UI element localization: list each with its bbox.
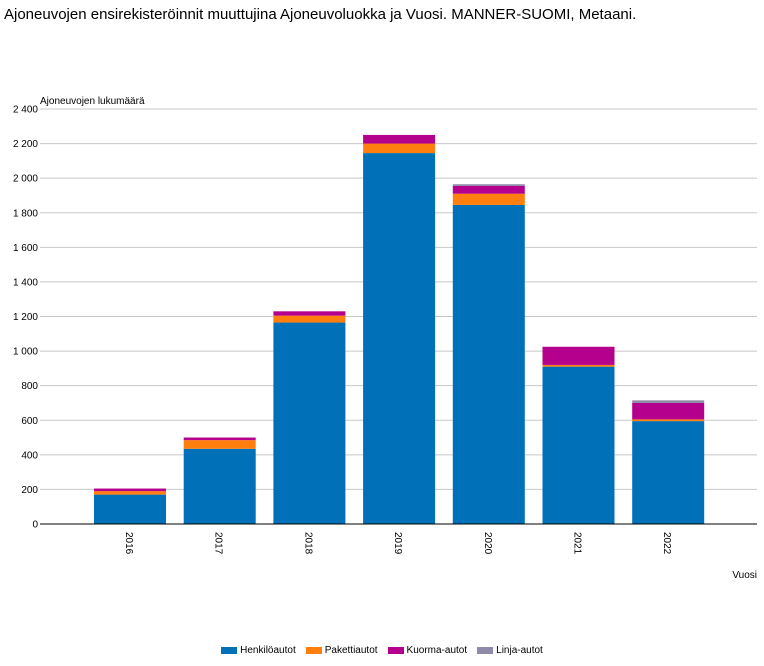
x-tick-label: 2018 [302,532,313,555]
y-tick-label: 1 200 [13,312,38,323]
x-tick-label: 2017 [213,532,224,555]
bar-linja-autot-2020 [452,184,525,186]
x-tick-label: 2022 [661,532,672,555]
x-axis-title: Vuosi [732,570,757,581]
legend-label: Henkilöautot [240,645,296,656]
bar-linja-autot-2022 [632,400,705,403]
bar-henkilöautot-2016 [94,494,166,524]
chart-plot: 0 200 400 600 800 1 000 1 200 1 400 1 600 1 800 2 … [13,96,757,581]
legend-label: Linja-autot [496,645,543,656]
legend-item: Pakettiautot [305,645,378,656]
legend-swatch [477,647,494,654]
bar-pakettiautot-2020 [452,193,525,205]
y-tick-label: 600 [21,416,38,427]
bar-kuorma-autot-2022 [632,402,705,420]
legend-label: Kuorma-autot [406,645,468,656]
y-tick-label: 2 400 [13,105,38,116]
bar-pakettiautot-2022 [632,419,705,422]
legend-swatch [387,647,404,654]
y-tick-label: 400 [21,450,38,461]
legend: Henkilöautot Pakettiautot Kuorma-autot Linj… [0,645,764,656]
y-tick-label: 1 400 [13,277,38,288]
bar-henkilöautot-2018 [273,322,346,524]
legend-item: Henkilöautot [221,645,296,656]
bar-kuorma-autot-2019 [363,134,436,144]
bar-kuorma-autot-2021 [542,346,615,365]
legend-item: Kuorma-autot [387,645,468,656]
y-tick-label: 2 000 [13,174,38,185]
y-tick-label: 200 [21,485,38,496]
bar-kuorma-autot-2018 [273,311,346,316]
y-tick-label: 1 600 [13,243,38,254]
bar-henkilöautot-2017 [183,448,256,524]
bar-pakettiautot-2019 [363,143,436,154]
x-tick-label: 2021 [572,532,583,555]
bar-pakettiautot-2021 [542,364,615,367]
bar-henkilöautot-2020 [452,204,525,524]
y-tick-label: 800 [21,381,38,392]
y-tick-label: 0 [32,520,38,531]
bar-henkilöautot-2022 [632,421,705,524]
y-axis-title: Ajoneuvojen lukumäärä [40,96,145,107]
y-tick-label: 1 000 [13,347,38,358]
y-tick-label: 1 800 [13,208,38,219]
x-tick-label: 2019 [392,532,403,555]
bar-pakettiautot-2017 [183,440,256,449]
legend-label: Pakettiautot [324,645,378,656]
legend-item: Linja-autot [477,645,543,656]
chart-title: Ajoneuvojen ensirekisteröinnit muuttujin… [4,6,637,23]
bar-kuorma-autot-2016 [94,488,166,492]
x-tick-label: 2020 [482,532,493,555]
bar-henkilöautot-2019 [363,153,436,524]
y-tick-label: 2 200 [13,139,38,150]
legend-swatch [305,647,322,654]
bar-kuorma-autot-2017 [183,437,256,441]
legend-swatch [221,647,238,654]
bar-henkilöautot-2021 [542,366,615,524]
x-tick-label: 2016 [123,532,134,555]
bar-pakettiautot-2016 [94,491,166,495]
bar-kuorma-autot-2020 [452,185,525,194]
bar-pakettiautot-2018 [273,315,346,323]
